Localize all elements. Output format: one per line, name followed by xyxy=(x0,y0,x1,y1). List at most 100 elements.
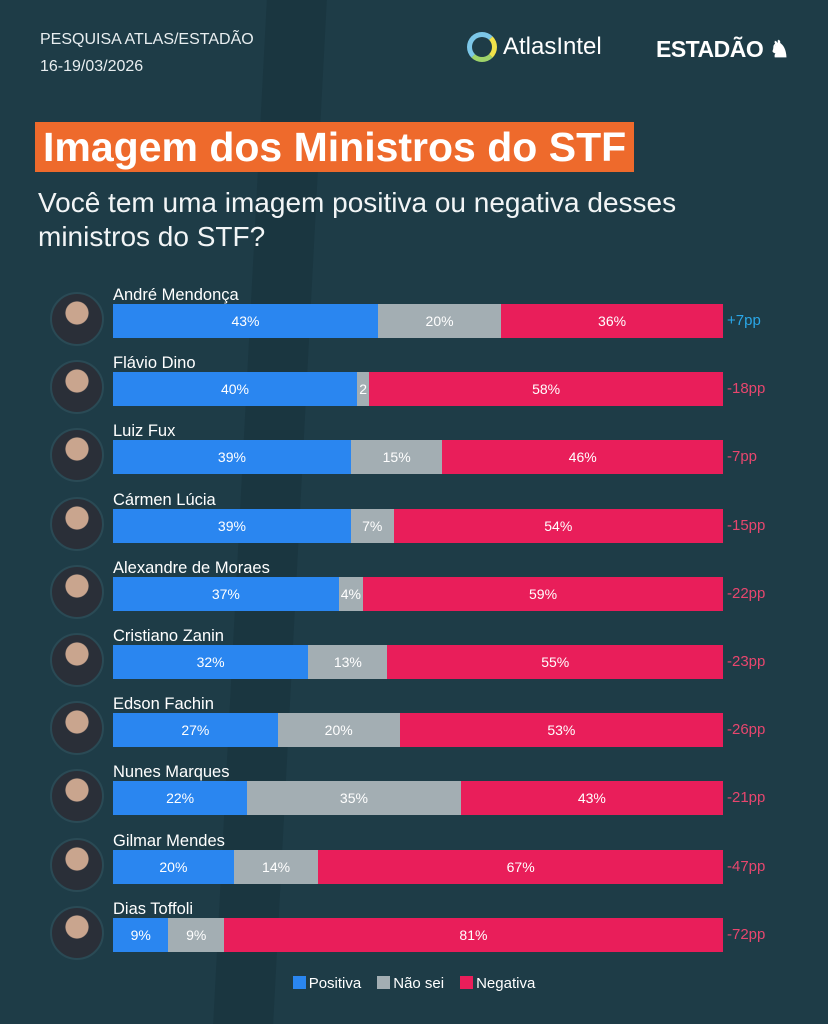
segment-unsure: 15% xyxy=(350,440,443,475)
minister-name: Flávio Dino xyxy=(113,354,196,373)
minister-photo xyxy=(50,360,104,415)
legend-positive: Positiva xyxy=(292,975,362,992)
segment-unsure: 20% xyxy=(277,713,400,748)
minister-name: Alexandre de Moraes xyxy=(113,558,270,577)
legend-unsure: Não sei xyxy=(377,975,444,992)
segment-unsure: 20% xyxy=(377,304,502,338)
minister-photo xyxy=(50,769,104,824)
stacked-bar: 9% 9% 81% xyxy=(113,917,723,952)
stacked-bar: 20% 14% 67% xyxy=(113,849,723,884)
minister-row: Dias Toffoli 9% 9% 81% -72pp xyxy=(0,900,828,972)
survey-dates: 16-19/03/2026 xyxy=(40,58,144,75)
stacked-bar: 22% 35% 43% xyxy=(113,781,723,816)
segment-positive: 9% xyxy=(113,917,169,952)
survey-name: PESQUISA ATLAS/ESTADÃO xyxy=(40,31,254,48)
segment-positive: 43% xyxy=(113,304,378,338)
stacked-bar: 37% 4% 59% xyxy=(113,576,723,611)
net-balance: -72pp xyxy=(727,925,766,943)
stacked-bar: 43% 20% 36% xyxy=(113,304,723,338)
net-balance: -18pp xyxy=(727,380,766,398)
segment-unsure: 13% xyxy=(308,645,388,679)
minister-row: Cármen Lúcia 39% 7% 54% -15pp xyxy=(0,491,828,563)
chart-title: Imagem dos Ministros do STF xyxy=(35,122,635,172)
minister-name: Luiz Fux xyxy=(113,422,176,441)
segment-positive: 32% xyxy=(113,645,309,679)
net-balance: -26pp xyxy=(727,721,766,739)
net-balance: -7pp xyxy=(727,448,758,466)
minister-name: André Mendonça xyxy=(113,286,239,304)
atlas-compass-icon xyxy=(467,32,497,62)
net-balance: -15pp xyxy=(727,516,766,534)
segment-negative: 54% xyxy=(393,508,723,543)
minister-photo xyxy=(50,292,104,346)
minister-photo xyxy=(50,428,104,483)
stacked-bar: 27% 20% 53% xyxy=(113,713,723,748)
minister-row: Alexandre de Moraes 37% 4% 59% -22pp xyxy=(0,559,828,631)
atlasintel-wordmark: AtlasIntel xyxy=(503,33,602,60)
net-balance: -47pp xyxy=(727,857,766,875)
chart-subtitle: Você tem uma imagem positiva ou negativa… xyxy=(38,187,677,252)
legend-label: Positiva xyxy=(308,975,362,992)
segment-positive: 39% xyxy=(113,440,351,475)
stacked-bar: 32% 13% 55% xyxy=(113,645,723,679)
legend-negative: Negativa xyxy=(460,975,535,992)
minister-row: André Mendonça 43% 20% 36% +7pp xyxy=(0,286,828,358)
survey-info: PESQUISA ATLAS/ESTADÃO 16-19/03/2026 xyxy=(40,26,254,80)
minister-name: Edson Fachin xyxy=(113,695,214,714)
segment-unsure: 14% xyxy=(233,849,319,884)
minister-photo xyxy=(50,564,104,619)
minister-row: Luiz Fux 39% 15% 46% -7pp xyxy=(0,422,828,494)
segment-positive: 22% xyxy=(113,781,248,816)
legend-swatch xyxy=(292,976,306,989)
minister-row: Edson Fachin 27% 20% 53% -26pp xyxy=(0,695,828,767)
estadao-logo: ESTADÃO ♞ xyxy=(656,36,790,63)
minister-name: Cármen Lúcia xyxy=(113,490,216,509)
segment-unsure: 2 xyxy=(357,372,370,407)
minister-row: Nunes Marques 22% 35% 43% -21pp xyxy=(0,763,828,835)
net-balance: -23pp xyxy=(727,653,766,670)
minister-name: Dias Toffoli xyxy=(113,899,194,918)
minister-photo xyxy=(50,837,104,892)
horse-rider-icon: ♞ xyxy=(769,36,790,62)
stacked-bar: 39% 7% 54% xyxy=(113,508,723,543)
segment-negative: 58% xyxy=(369,372,723,407)
segment-unsure: 7% xyxy=(350,508,394,543)
minister-photo xyxy=(50,905,104,960)
segment-negative: 81% xyxy=(223,917,723,952)
minister-row: Flávio Dino 40% 2 58% -18pp xyxy=(0,354,828,426)
stacked-bar: 39% 15% 46% xyxy=(113,440,723,475)
segment-negative: 53% xyxy=(399,713,723,748)
legend-label: Negativa xyxy=(476,975,536,992)
minister-photo xyxy=(50,633,104,687)
segment-negative: 36% xyxy=(501,304,723,338)
net-balance: -22pp xyxy=(727,584,766,602)
segment-negative: 46% xyxy=(442,440,723,475)
segment-positive: 37% xyxy=(113,576,339,611)
minister-name: Nunes Marques xyxy=(113,763,230,782)
legend-swatch xyxy=(460,976,474,989)
stacked-bar: 40% 2 58% xyxy=(113,372,723,407)
segment-positive: 20% xyxy=(113,849,234,884)
minister-row: Gilmar Mendes 20% 14% 67% -47pp xyxy=(0,832,828,904)
minister-photo xyxy=(50,496,104,551)
segment-unsure: 9% xyxy=(168,917,224,952)
segment-unsure: 35% xyxy=(247,781,461,816)
atlasintel-logo: AtlasIntel xyxy=(467,32,602,62)
segment-positive: 39% xyxy=(113,508,351,543)
legend-swatch xyxy=(377,976,391,989)
net-balance: -21pp xyxy=(727,789,766,807)
segment-negative: 59% xyxy=(363,576,723,611)
estadao-wordmark: ESTADÃO xyxy=(656,36,764,62)
minister-name: Cristiano Zanin xyxy=(113,627,224,645)
segment-positive: 27% xyxy=(113,713,278,748)
segment-negative: 43% xyxy=(460,781,723,816)
segment-positive: 40% xyxy=(113,372,357,407)
segment-negative: 67% xyxy=(318,849,723,884)
legend: Positiva Não sei Negativa xyxy=(0,975,828,992)
minister-name: Gilmar Mendes xyxy=(113,831,225,850)
segment-negative: 55% xyxy=(387,645,723,679)
legend-label: Não sei xyxy=(393,975,445,992)
minister-row: Cristiano Zanin 32% 13% 55% -23pp xyxy=(0,627,828,699)
minister-photo xyxy=(50,701,104,756)
net-balance: +7pp xyxy=(727,312,761,329)
